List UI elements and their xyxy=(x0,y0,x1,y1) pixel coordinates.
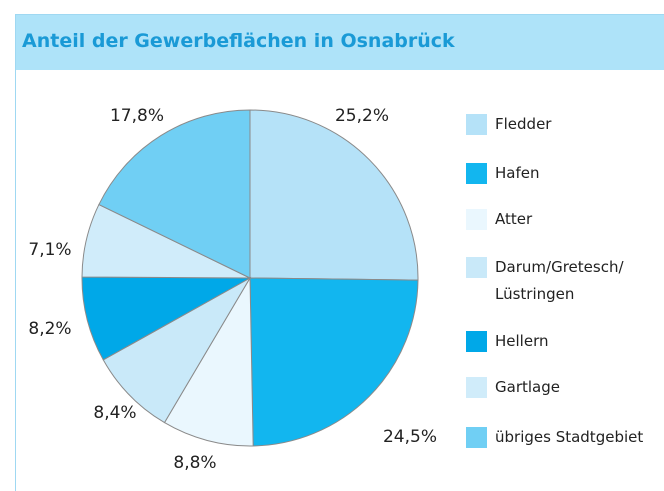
legend-label: Darum/Gretesch/ Lüstringen xyxy=(495,258,624,303)
value-label: 7,1% xyxy=(28,240,71,260)
legend-entry: Hafen xyxy=(466,163,540,187)
legend-entry: Fledder xyxy=(466,114,551,138)
pie-slice xyxy=(81,276,252,361)
pie-slice xyxy=(102,276,252,424)
legend-swatch xyxy=(466,331,487,352)
pie-slice xyxy=(163,276,254,447)
header-bar xyxy=(16,15,664,70)
pie-slice xyxy=(98,109,251,279)
legend-swatch xyxy=(466,114,487,135)
legend-entry: Gartlage xyxy=(466,377,560,401)
legend-swatch xyxy=(466,257,487,278)
legend-entry: übriges Stadtgebiet xyxy=(466,427,643,451)
value-label: 17,8% xyxy=(110,106,164,126)
value-label: 8,4% xyxy=(93,403,136,423)
legend-label: übriges Stadtgebiet xyxy=(495,428,644,446)
legend-swatch xyxy=(466,209,487,230)
legend-label: Hellern xyxy=(495,332,549,350)
value-label: 8,2% xyxy=(28,319,71,339)
pie-slice xyxy=(249,109,419,281)
legend-label: Atter xyxy=(495,210,533,228)
legend-entry: Hellern xyxy=(466,331,548,355)
legend-label: Hafen xyxy=(495,164,540,182)
legend-entry: Atter xyxy=(466,209,532,233)
legend-swatch xyxy=(466,377,487,398)
legend-swatch xyxy=(466,163,487,184)
legend-swatch xyxy=(466,427,487,448)
value-label: 8,8% xyxy=(173,453,216,473)
legend-label: Gartlage xyxy=(495,378,560,396)
legend-label: Fledder xyxy=(495,115,552,133)
pie-slice xyxy=(249,277,419,447)
value-label: 24,5% xyxy=(383,427,437,447)
chart-title: Anteil der Gewerbeflächen in Osnabrück xyxy=(22,30,455,52)
value-label: 25,2% xyxy=(335,106,389,126)
legend-entry: Darum/Gretesch/ Lüstringen xyxy=(466,257,624,308)
frame xyxy=(15,14,664,491)
